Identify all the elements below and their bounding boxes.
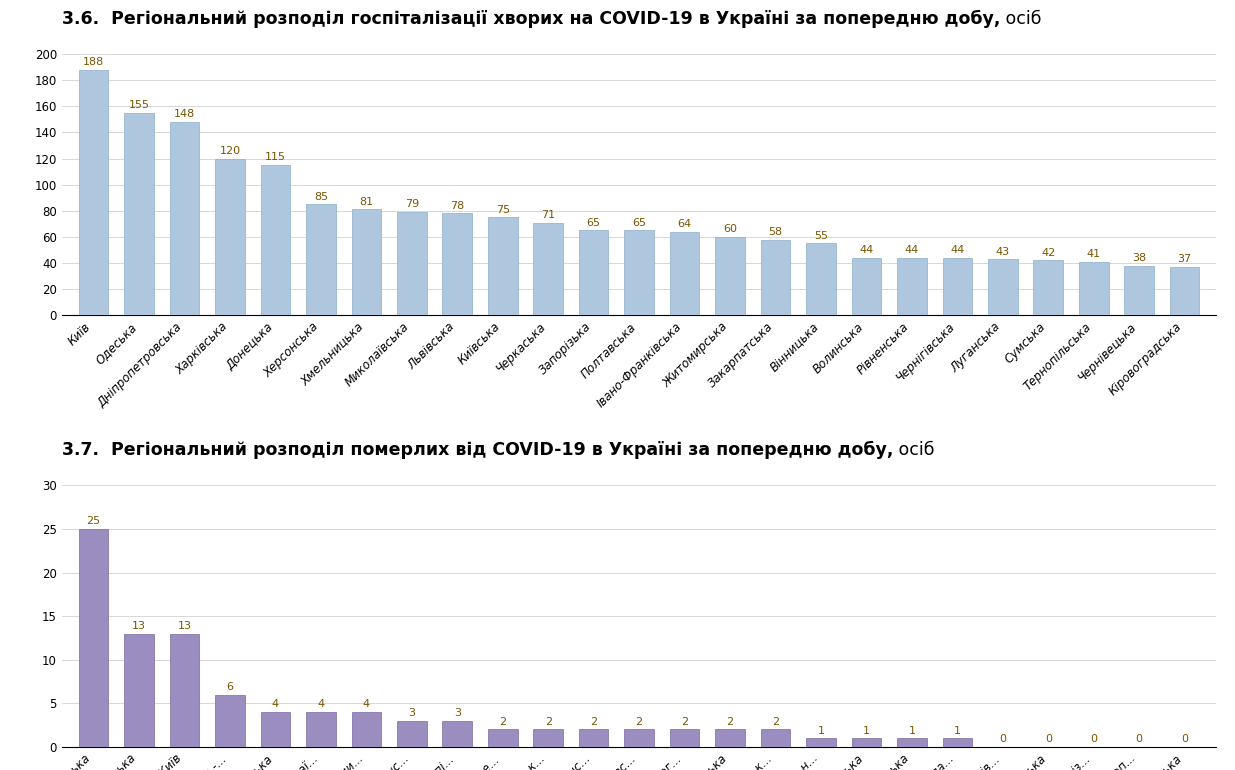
Text: 0: 0 [999, 735, 1007, 745]
Bar [396, 721, 426, 747]
Bar [488, 729, 517, 747]
Text: 188: 188 [83, 57, 104, 67]
Bar [942, 258, 972, 316]
Bar [715, 237, 745, 316]
Bar [761, 729, 790, 747]
Text: 41: 41 [1087, 249, 1100, 259]
Bar [169, 634, 199, 747]
Text: 1: 1 [818, 725, 825, 735]
Bar [806, 738, 836, 747]
Bar [125, 112, 154, 316]
Text: 44: 44 [860, 246, 873, 256]
Text: 3: 3 [453, 708, 461, 718]
Bar [625, 729, 653, 747]
Bar [1124, 266, 1153, 316]
Text: 64: 64 [678, 219, 692, 229]
Text: 1: 1 [909, 725, 915, 735]
Text: 155: 155 [128, 100, 149, 110]
Text: 44: 44 [950, 246, 965, 256]
Bar [1034, 260, 1063, 316]
Text: 3.6.  Регіональний розподіл госпіталізації хворих на COVID-19 в Україні за попер: 3.6. Регіональний розподіл госпіталізаці… [62, 9, 1000, 28]
Bar [306, 712, 336, 747]
Bar [261, 165, 290, 316]
Bar [579, 729, 609, 747]
Text: 3.7.  Регіональний розподіл померлих від COVID-19 в Україні за попередню добу,: 3.7. Регіональний розподіл померлих від … [62, 441, 893, 459]
Text: 71: 71 [541, 210, 556, 220]
Text: 120: 120 [220, 146, 241, 156]
Bar [988, 259, 1018, 316]
Bar [396, 212, 426, 316]
Bar [534, 223, 563, 316]
Text: 79: 79 [405, 199, 419, 209]
Text: 2: 2 [590, 717, 598, 727]
Text: 13: 13 [178, 621, 191, 631]
Text: осіб: осіб [893, 441, 935, 459]
Text: 4: 4 [317, 699, 325, 709]
Text: 81: 81 [359, 197, 373, 207]
Text: 115: 115 [266, 152, 287, 162]
Bar [169, 122, 199, 316]
Text: 0: 0 [1091, 735, 1097, 745]
Bar [215, 695, 245, 747]
Bar [79, 529, 109, 747]
Bar [1079, 262, 1109, 316]
Text: 60: 60 [722, 224, 737, 234]
Text: 25: 25 [86, 517, 100, 527]
Text: 2: 2 [636, 717, 642, 727]
Text: 2: 2 [545, 717, 552, 727]
Text: 2: 2 [726, 717, 734, 727]
Bar [715, 729, 745, 747]
Text: 58: 58 [768, 227, 783, 237]
Bar [625, 230, 653, 316]
Text: 2: 2 [499, 717, 506, 727]
Bar [352, 209, 382, 316]
Text: 0: 0 [1045, 735, 1052, 745]
Bar [79, 69, 109, 316]
Bar [579, 230, 609, 316]
Text: 6: 6 [226, 682, 233, 692]
Text: 0: 0 [1181, 735, 1188, 745]
Text: 43: 43 [995, 246, 1010, 256]
Text: 4: 4 [363, 699, 370, 709]
Bar [442, 721, 472, 747]
Bar [669, 729, 699, 747]
Bar [852, 738, 882, 747]
Bar [942, 738, 972, 747]
Text: 1: 1 [953, 725, 961, 735]
Text: 55: 55 [814, 231, 827, 241]
Text: 44: 44 [905, 246, 919, 256]
Text: осіб: осіб [1000, 10, 1041, 28]
Text: 148: 148 [174, 109, 195, 119]
Text: 42: 42 [1041, 248, 1056, 258]
Text: 75: 75 [495, 205, 510, 215]
Text: 13: 13 [132, 621, 146, 631]
Text: 85: 85 [314, 192, 329, 202]
Bar [306, 204, 336, 316]
Bar [669, 232, 699, 316]
Text: 65: 65 [587, 218, 600, 228]
Text: 37: 37 [1178, 254, 1192, 264]
Bar [897, 258, 926, 316]
Bar [852, 258, 882, 316]
Bar [352, 712, 382, 747]
Bar [761, 239, 790, 316]
Text: 3: 3 [409, 708, 415, 718]
Text: 2: 2 [772, 717, 779, 727]
Bar [125, 634, 154, 747]
Text: 0: 0 [1136, 735, 1142, 745]
Bar [215, 159, 245, 316]
Bar [806, 243, 836, 316]
Text: 2: 2 [680, 717, 688, 727]
Bar [897, 738, 926, 747]
Bar [488, 217, 517, 316]
Text: 4: 4 [272, 699, 279, 709]
Bar [534, 729, 563, 747]
Bar [261, 712, 290, 747]
Text: 65: 65 [632, 218, 646, 228]
Bar [442, 213, 472, 316]
Text: 38: 38 [1132, 253, 1146, 263]
Bar [1170, 267, 1199, 316]
Text: 78: 78 [450, 201, 464, 211]
Text: 1: 1 [863, 725, 869, 735]
